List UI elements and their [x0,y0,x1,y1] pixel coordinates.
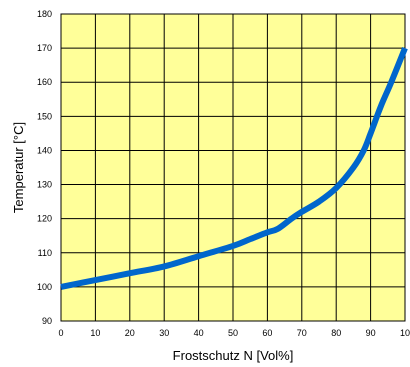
y-tick-label: 100 [37,282,52,292]
y-tick-label: 180 [37,9,52,19]
y-tick-label: 110 [38,248,52,258]
x-tick-label: 10 [90,328,100,338]
x-tick-label: 40 [194,328,204,338]
x-tick-label: 10 [400,328,410,338]
x-tick-label: 30 [159,328,169,338]
y-axis-ticks: 90 100 110 120 130 140 150 160 170 180 [37,9,52,326]
x-tick-label: 20 [125,328,135,338]
x-tick-label: 90 [366,328,376,338]
x-tick-label: 60 [262,328,272,338]
y-tick-label: 170 [37,43,52,53]
plot-border [60,13,406,322]
y-tick-label: 140 [37,145,52,155]
y-tick-label: 130 [37,180,52,190]
y-tick-label: 160 [37,77,52,87]
x-tick-label: 80 [331,328,341,338]
y-tick-label: 120 [37,214,52,224]
x-tick-label: 0 [58,328,63,338]
series-line [60,46,408,290]
x-tick-label: 70 [297,328,307,338]
x-axis-ticks: 0 10 20 30 40 50 60 70 80 90 10 [58,328,410,338]
y-tick-label: 90 [42,316,52,326]
x-tick-label: 50 [228,328,238,338]
y-axis-label: Temperatur [°C] [11,122,26,213]
y-tick-label: 150 [37,111,52,121]
x-axis-label: Frostschutz N [Vol%] [173,348,294,363]
